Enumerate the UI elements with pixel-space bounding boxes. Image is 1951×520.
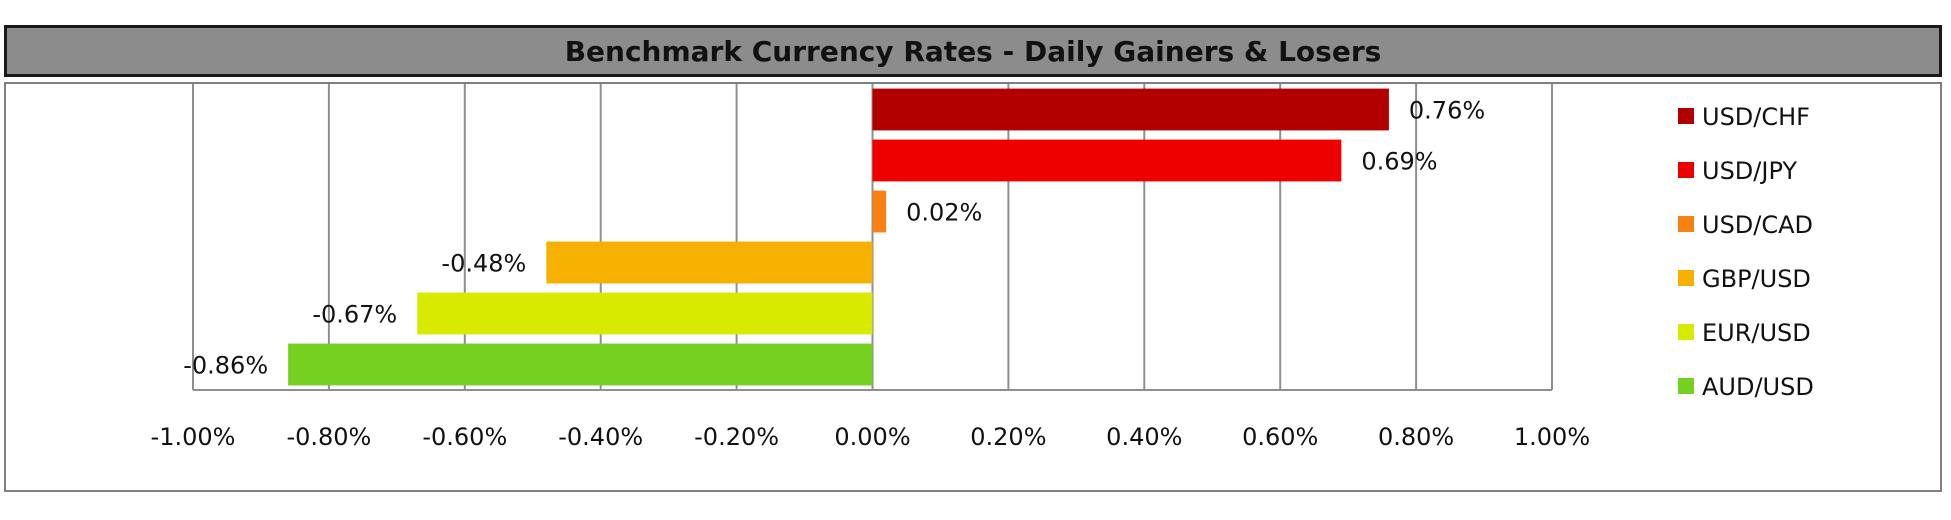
legend: USD/CHF USD/JPY USD/CAD GBP/USD EUR/USD AUD/U… [1678, 103, 1814, 401]
data-labels: 0.76% 0.69% 0.02% -0.48% -0.67% -0.86% [183, 97, 1485, 380]
data-label-aud-usd: -0.86% [183, 352, 268, 380]
bar-gbp-usd [546, 241, 873, 284]
legend-label-eur-usd: EUR/USD [1702, 319, 1811, 347]
legend-label-usd-chf: USD/CHF [1702, 103, 1810, 131]
x-tick-label-9: 0.80% [1378, 423, 1454, 451]
x-tick-label-6: 0.20% [970, 423, 1046, 451]
x-tick-label-1: -0.80% [286, 423, 371, 451]
data-label-usd-cad: 0.02% [906, 199, 982, 227]
data-label-gbp-usd: -0.48% [441, 250, 526, 278]
bar-aud-usd [288, 343, 873, 386]
x-tick-label-5: 0.00% [834, 423, 910, 451]
bar-usd-cad [872, 190, 887, 233]
x-tick-label-4: -0.20% [694, 423, 779, 451]
grid-lines [192, 84, 1553, 391]
legend-label-usd-cad: USD/CAD [1702, 211, 1813, 239]
legend-swatch-usd-jpy [1678, 162, 1694, 178]
legend-swatch-gbp-usd [1678, 270, 1694, 286]
data-label-eur-usd: -0.67% [312, 301, 397, 329]
x-tick-label-2: -0.60% [422, 423, 507, 451]
legend-label-gbp-usd: GBP/USD [1702, 265, 1811, 293]
bar-usd-chf [872, 88, 1389, 131]
chart-title-bar: Benchmark Currency Rates - Daily Gainers… [4, 25, 1942, 77]
legend-swatch-usd-chf [1678, 108, 1694, 124]
x-axis-ticks: -1.00% -0.80% -0.60% -0.40% -0.20% 0.00% 0.20%… [151, 423, 1591, 451]
x-tick-label-7: 0.40% [1106, 423, 1182, 451]
bar-eur-usd [417, 292, 873, 335]
legend-swatch-eur-usd [1678, 324, 1694, 340]
x-tick-label-3: -0.40% [558, 423, 643, 451]
legend-label-usd-jpy: USD/JPY [1702, 157, 1797, 185]
data-label-usd-jpy: 0.69% [1361, 148, 1437, 176]
legend-swatch-usd-cad [1678, 216, 1694, 232]
chart-title: Benchmark Currency Rates - Daily Gainers… [564, 34, 1382, 68]
bar-usd-jpy [872, 139, 1342, 182]
x-tick-label-0: -1.00% [151, 423, 236, 451]
x-tick-label-10: 1.00% [1514, 423, 1590, 451]
x-tick-label-8: 0.60% [1242, 423, 1318, 451]
legend-label-aud-usd: AUD/USD [1702, 373, 1814, 401]
bars [288, 88, 1389, 386]
data-label-usd-chf: 0.76% [1409, 97, 1485, 125]
legend-swatch-aud-usd [1678, 378, 1694, 394]
